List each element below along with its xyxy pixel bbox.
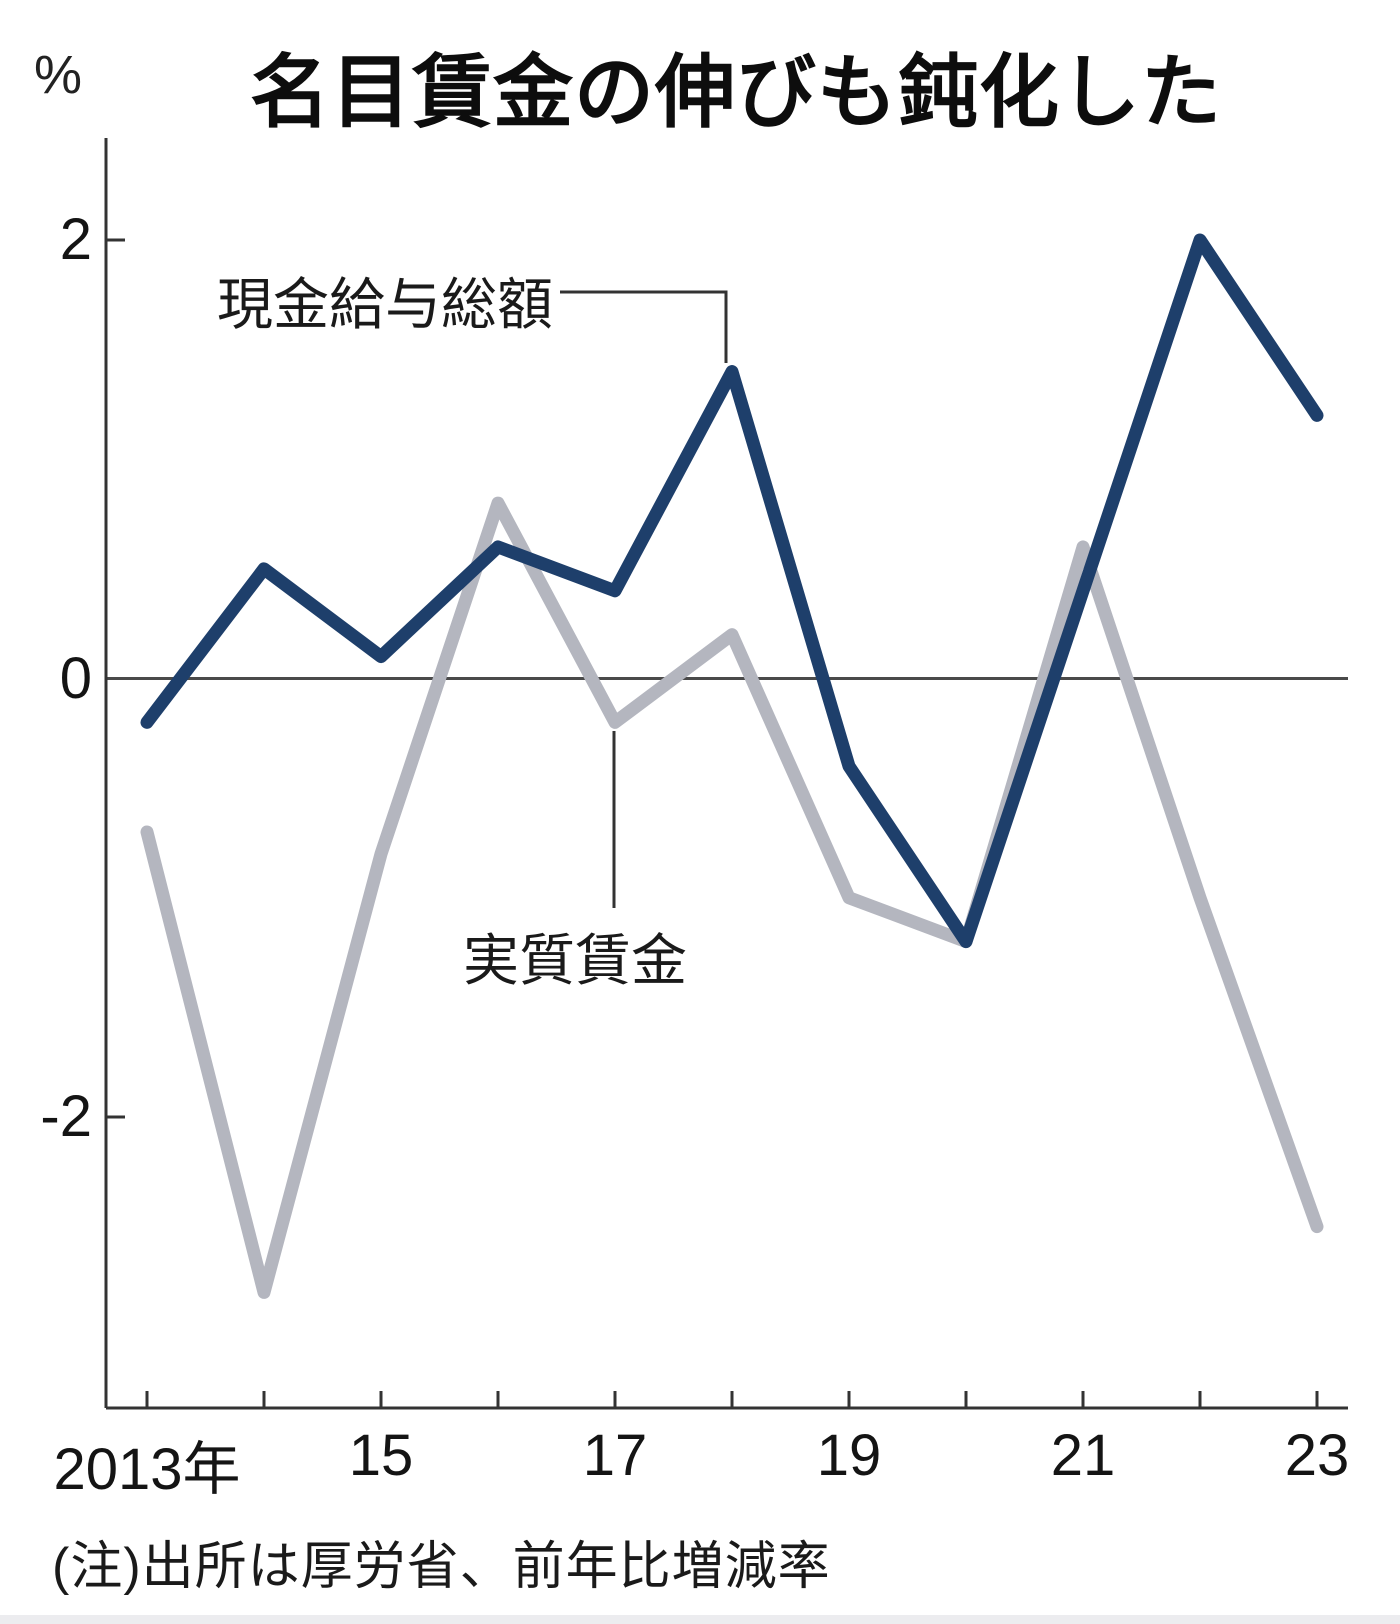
series-label-nominal-wages: 現金給与総額 (217, 273, 553, 336)
annotation-connector-nominal (560, 290, 728, 363)
chart-title: 名目賃金の伸びも鈍化した (250, 48, 1222, 137)
series-line-real (140, 496, 1324, 1299)
x-tick-label: 17 (582, 1423, 648, 1488)
y-tick-label: 0 (59, 645, 92, 711)
x-tick-label: 15 (348, 1423, 414, 1488)
x-tick-label: 19 (816, 1423, 882, 1488)
x-tick-label: 21 (1050, 1423, 1116, 1488)
y-tick-label: 2 (59, 207, 92, 272)
x-tick-label: 23 (1284, 1423, 1350, 1488)
series-label-real-wages: 実質賃金 (463, 929, 687, 992)
bottom-edge-strip (0, 1615, 1400, 1624)
x-tick-label: 2013年 (53, 1437, 241, 1502)
y-tick-label: -2 (40, 1084, 92, 1149)
series-line-nominal (140, 233, 1324, 949)
y-axis-unit-label: % (34, 45, 83, 105)
source-note: (注)出所は厚労省、前年比増減率 (52, 1538, 831, 1596)
